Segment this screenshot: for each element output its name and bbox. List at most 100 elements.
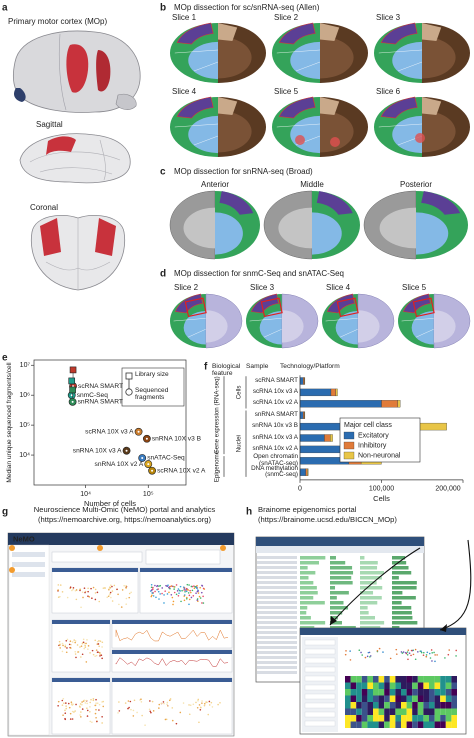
- atlas-mop: [278, 22, 316, 45]
- bar-segment: [305, 468, 308, 476]
- tissue-texture: [278, 207, 312, 249]
- brain-coronal: [30, 215, 126, 291]
- plot-dot: [123, 584, 125, 587]
- plot-dot: [102, 705, 105, 708]
- track-signal: [392, 576, 399, 580]
- library-size-marker: [68, 377, 76, 385]
- track-signal: [392, 621, 418, 625]
- atlas-mop: [326, 293, 355, 314]
- plot-dot: [376, 649, 379, 652]
- heatmap-cell: [350, 676, 357, 683]
- form-field: [304, 720, 336, 727]
- heatmap-cell: [356, 676, 362, 683]
- plot-dot: [130, 591, 132, 594]
- slice-label: Posterior: [400, 180, 432, 189]
- atlas-striatum: [411, 311, 434, 345]
- point-label: snRNA 10X v3 A: [73, 447, 122, 454]
- panel-title: MOp dissection for snRNA-seq (Broad): [174, 167, 313, 176]
- heatmap-cell: [423, 702, 429, 709]
- bar-segment: [299, 445, 345, 454]
- app-header: [8, 533, 234, 545]
- panel-title: Brainome epigenomics portal: [258, 505, 357, 514]
- marker-center: [151, 469, 154, 472]
- plot-dot: [188, 584, 190, 586]
- plot-dot: [198, 595, 201, 598]
- plot-dot: [84, 644, 86, 647]
- heatmap-cell: [356, 708, 362, 715]
- panel-url: (https://brainome.ucsd.edu/BICCN_MOp): [258, 515, 397, 524]
- plot-dot: [85, 661, 88, 663]
- legend-swatch: [343, 441, 355, 450]
- plot-dot: [89, 710, 91, 713]
- heatmap-cell: [356, 689, 362, 696]
- tissue-cut: [218, 23, 238, 41]
- panel-title: MOp dissection for snmC-Seq and snATAC-S…: [174, 269, 344, 278]
- plot-dot: [69, 640, 72, 643]
- plot-dot: [159, 584, 162, 587]
- track-row: [257, 616, 297, 619]
- plot-dot: [404, 651, 407, 654]
- track-signal: [330, 616, 338, 620]
- track-signal: [300, 571, 316, 575]
- x-tick-label: 200,000: [435, 486, 460, 493]
- heatmap-cell: [401, 676, 407, 683]
- heatmap-cell: [373, 682, 379, 689]
- heatmap-cell: [434, 721, 441, 728]
- track-signal: [300, 606, 308, 610]
- plot-dot: [197, 699, 199, 702]
- track-line: [115, 629, 229, 642]
- atlas-striatum: [335, 311, 358, 345]
- arrow-head: [440, 624, 447, 632]
- track-row: [257, 631, 297, 634]
- panel-letter: c: [160, 167, 166, 178]
- plot-dot: [196, 587, 198, 589]
- plot-dot: [74, 710, 76, 712]
- plot-dot: [81, 642, 84, 645]
- plot-dot: [110, 584, 112, 587]
- bar-segment: [330, 434, 333, 442]
- plot-dot: [69, 647, 72, 649]
- plot-dot: [163, 602, 165, 604]
- plot-dot: [111, 600, 114, 602]
- atlas-mop: [219, 191, 254, 215]
- plot-dot: [59, 647, 61, 649]
- form-field: [304, 657, 336, 664]
- plot-dot: [175, 722, 178, 725]
- track-signal: [330, 586, 336, 590]
- plot-dot: [140, 698, 142, 701]
- plot-dot: [140, 701, 143, 703]
- plot-dot: [406, 653, 409, 656]
- plot-dot: [98, 600, 101, 603]
- heatmap-cell: [356, 721, 362, 728]
- plot-dot: [199, 597, 202, 599]
- marker-center: [141, 456, 144, 459]
- heatmap-cell: [384, 721, 390, 728]
- plot-dot: [203, 702, 206, 705]
- plot-dot: [81, 653, 84, 656]
- plot-dot: [116, 588, 118, 591]
- gene-box: [145, 549, 221, 565]
- track-signal: [300, 591, 318, 595]
- plot-dot: [108, 587, 111, 590]
- bar-segment: [299, 377, 304, 385]
- legend-label: Sequenced fragments: [135, 387, 169, 401]
- track-signal: [300, 616, 311, 620]
- legend-label: Non-neuronal: [358, 452, 401, 459]
- plot-dot: [76, 644, 79, 646]
- plot-dot: [144, 724, 146, 726]
- plot-dot: [120, 606, 123, 608]
- plot-dot: [74, 589, 77, 592]
- heatmap-cell: [412, 689, 418, 696]
- plot-dot: [151, 594, 153, 597]
- plot-dot: [104, 587, 106, 589]
- plot-dot: [125, 585, 127, 587]
- heatmap-cell: [429, 676, 435, 683]
- plot-dot: [108, 586, 111, 588]
- track-signal: [360, 611, 369, 615]
- plot-dot: [75, 589, 78, 591]
- atlas-striatum: [392, 115, 422, 154]
- plot-dot: [180, 600, 182, 603]
- plot-dot: [166, 703, 168, 706]
- plot-dot: [158, 707, 160, 709]
- plot-dot: [367, 651, 370, 654]
